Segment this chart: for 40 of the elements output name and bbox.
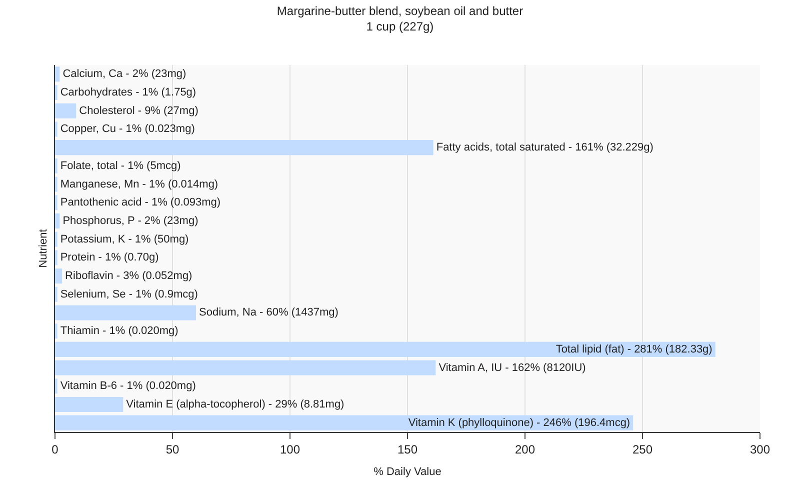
category-label: Cholesterol - 9% (27mg) (79, 104, 198, 117)
bar (55, 342, 716, 357)
category-label: Total lipid (fat) - 281% (182.33g) (556, 343, 712, 356)
bar (55, 396, 124, 412)
x-tick-label: 200 (514, 442, 536, 456)
x-tick-label: 150 (397, 442, 418, 456)
x-axis-title: % Daily Value (374, 466, 442, 478)
category-label: Selenium, Se - 1% (0.9mcg) (60, 288, 198, 300)
category-label: Pantothenic acid - 1% (0.093mg) (60, 196, 221, 209)
x-tick-label: 100 (280, 442, 300, 456)
category-label: Riboflavin - 3% (0.052mg) (65, 270, 192, 282)
bar (55, 360, 436, 376)
category-label: Folate, total - 1% (5mcg) (60, 160, 181, 172)
x-tick-label: 0 (52, 442, 59, 456)
category-label: Phosphorus, P - 2% (23mg) (62, 214, 198, 227)
category-label: Vitamin E (alpha-tocopherol) - 29% (8.81mg) (126, 398, 344, 410)
chart-title: Margarine-butter blend, soybean oil and butter 1 cup (227g) (276, 4, 524, 34)
x-tick-label: 300 (750, 442, 770, 456)
bar (55, 415, 634, 430)
bar (55, 140, 434, 156)
category-label: Vitamin K (phylloquinone) - 246% (196.4mcg) (408, 416, 630, 429)
category-label: Calcium, Ca - 2% (23mg) (62, 68, 186, 80)
bar (55, 305, 196, 320)
x-tick-label: 250 (632, 442, 653, 456)
category-label: Thiamin - 1% (0.020mg) (60, 325, 178, 338)
y-axis-title: Nutrient (37, 229, 50, 268)
category-label: Vitamin B-6 - 1% (0.020mg) (60, 380, 196, 392)
bar (55, 213, 60, 228)
bar (55, 103, 76, 118)
bar (55, 66, 60, 82)
category-label: Protein - 1% (0.70g) (60, 252, 159, 264)
category-label: Sodium, Na - 60% (1437mg) (199, 306, 338, 319)
category-label: Vitamin A, IU - 162% (8120IU) (438, 362, 586, 374)
category-label: Carbohydrates - 1% (1.75g) (60, 86, 196, 99)
x-tick-label: 50 (166, 442, 180, 456)
category-label: Fatty acids, total saturated - 161% (32.229g) (436, 142, 654, 154)
bar (55, 268, 62, 284)
category-label: Copper, Cu - 1% (0.023mg) (60, 123, 195, 136)
category-label: Potassium, K - 1% (50mg) (60, 233, 189, 246)
category-label: Manganese, Mn - 1% (0.014mg) (60, 178, 218, 190)
